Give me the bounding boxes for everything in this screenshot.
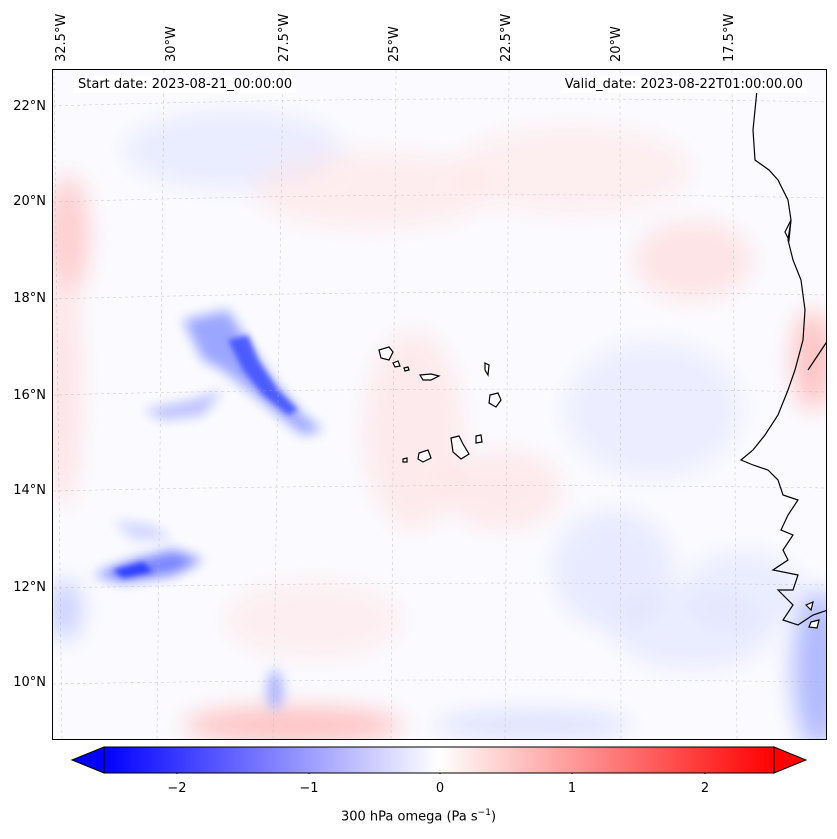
colorbar-label-end: ) [490, 809, 497, 825]
lon-label-20w: 20°W [609, 26, 624, 62]
lon-label-30w: 30°W [164, 26, 179, 62]
colorbar-max-arrow [773, 746, 808, 774]
islands [378, 346, 820, 629]
lon-label-22-5w: 22.5°W [499, 13, 514, 62]
lat-label-20n: 20°N [13, 194, 46, 209]
gridlines [53, 70, 826, 739]
colorbar-tick-neg1: −1 [299, 781, 319, 796]
lat-label-14n: 14°N [13, 483, 46, 498]
colorbar-tick-1: 1 [567, 781, 577, 796]
lat-label-18n: 18°N [13, 291, 46, 306]
lon-label-32-5w: 32.5°W [54, 13, 69, 62]
colorbar-tick-0: 0 [435, 781, 445, 796]
omega-map [52, 69, 827, 740]
lat-label-10n: 10°N [13, 675, 46, 690]
colorbar [70, 746, 808, 774]
lon-label-27-5w: 27.5°W [277, 13, 292, 62]
colorbar-gradient [103, 746, 775, 774]
lat-label-16n: 16°N [13, 388, 46, 403]
lat-label-22n: 22°N [13, 99, 46, 114]
colorbar-label: 300 hPa omega (Pa s−1) [0, 808, 837, 824]
lon-label-17-5w: 17.5°W [722, 13, 737, 62]
map-canvas [53, 70, 826, 739]
coastline [739, 89, 826, 626]
lat-label-12n: 12°N [13, 580, 46, 595]
colorbar-tick-2: 2 [700, 781, 710, 796]
colorbar-tick-neg2: −2 [167, 781, 187, 796]
valid-date: Valid_date: 2023-08-22T01:00:00.00 [560, 76, 807, 93]
colorbar-label-main: 300 hPa omega (Pa s [340, 809, 478, 825]
colorbar-min-arrow [70, 746, 105, 774]
colorbar-label-sup: −1 [477, 808, 491, 818]
omega-field [53, 110, 826, 739]
lon-label-25w: 25°W [387, 26, 402, 62]
start-date: Start date: 2023-08-21_00:00:00 [74, 76, 297, 93]
